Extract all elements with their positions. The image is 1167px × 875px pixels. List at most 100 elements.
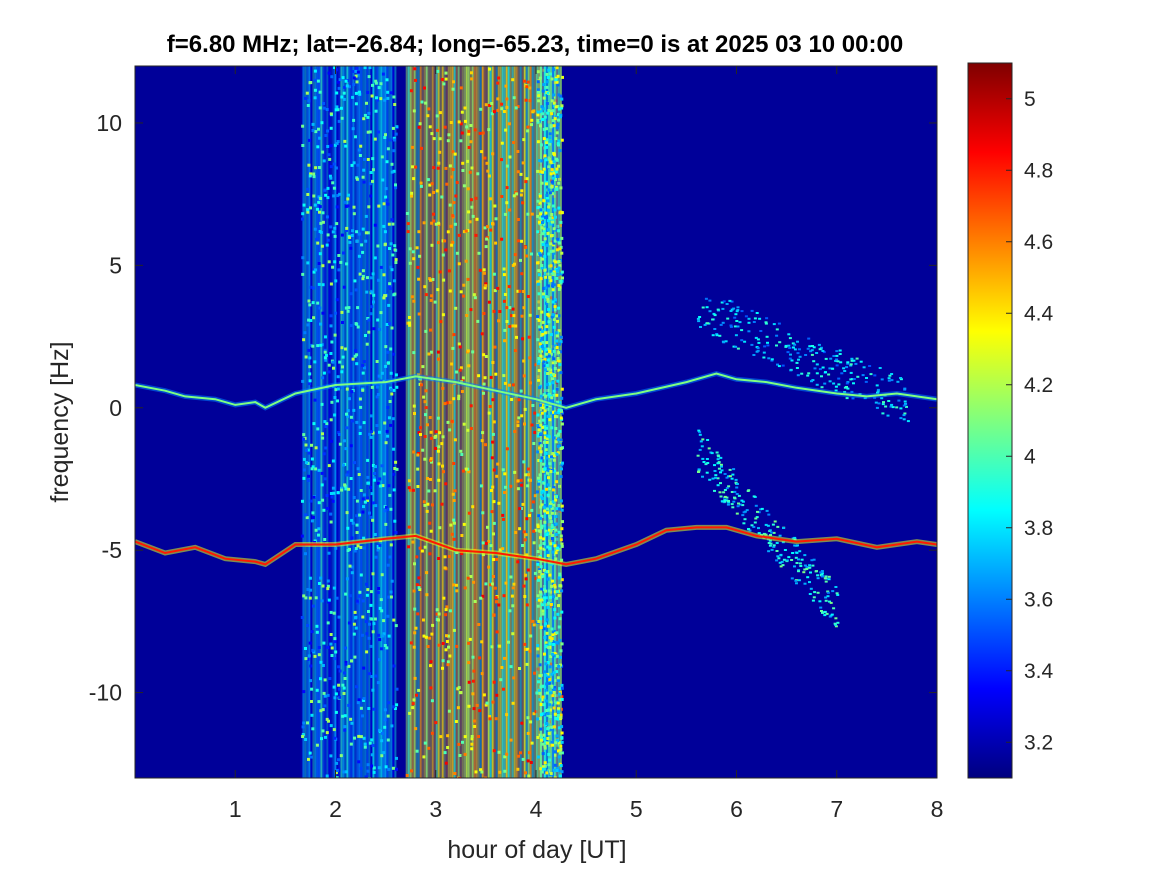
noise-band-1-speckle xyxy=(457,342,461,346)
noise-band-0-speckle xyxy=(390,388,393,392)
scatter-region-1-point xyxy=(716,462,720,465)
noise-band-2-speckle xyxy=(547,205,551,209)
noise-band-2-speckle xyxy=(544,641,548,645)
noise-band-0-speckle xyxy=(354,349,358,353)
noise-band-2-speckle xyxy=(540,514,544,518)
noise-band-1-speckle xyxy=(484,282,488,286)
noise-band-1-speckle xyxy=(446,746,450,749)
noise-band-1-speckle xyxy=(461,378,465,382)
noise-band-1-speckle xyxy=(408,323,412,327)
noise-band-1-speckle xyxy=(454,194,458,198)
noise-band-1-streak xyxy=(417,66,420,778)
noise-band-0-speckle xyxy=(318,205,322,209)
scatter-region-1-point xyxy=(716,454,720,457)
noise-band-0-speckle xyxy=(378,430,381,434)
noise-band-0-speckle xyxy=(340,310,344,314)
noise-band-0-speckle xyxy=(350,536,354,540)
noise-band-1-speckle xyxy=(519,478,523,482)
noise-band-0-speckle xyxy=(374,465,377,469)
scatter-region-0-point xyxy=(876,391,879,394)
noise-band-0-speckle xyxy=(367,707,371,710)
noise-band-2-speckle xyxy=(550,373,553,377)
noise-band-2-speckle xyxy=(541,170,544,174)
noise-band-2-speckle xyxy=(550,511,554,515)
noise-band-2-speckle xyxy=(551,743,555,747)
noise-band-2-speckle xyxy=(538,442,542,445)
noise-band-1-speckle xyxy=(474,233,478,237)
noise-band-0-speckle xyxy=(390,170,394,174)
noise-band-1-speckle xyxy=(497,76,501,80)
noise-band-1-speckle xyxy=(484,284,488,288)
noise-band-0-speckle xyxy=(372,622,376,626)
noise-band-1-speckle xyxy=(423,457,427,461)
noise-band-0-speckle xyxy=(346,409,350,413)
noise-band-2-speckle xyxy=(540,226,544,230)
noise-band-0-speckle xyxy=(333,637,337,641)
noise-band-1-speckle xyxy=(428,521,432,525)
noise-band-0-speckle xyxy=(342,285,346,289)
noise-band-2-speckle xyxy=(546,231,550,235)
noise-band-2-speckle xyxy=(540,411,544,415)
noise-band-0-speckle xyxy=(365,101,368,105)
noise-band-1-speckle xyxy=(437,449,440,453)
noise-band-2-speckle xyxy=(558,247,562,251)
scatter-region-1-point xyxy=(819,571,823,574)
noise-band-1-speckle xyxy=(458,345,462,349)
noise-band-2-speckle xyxy=(559,713,563,717)
noise-band-2-speckle xyxy=(548,132,552,136)
scatter-region-1-point xyxy=(735,493,739,495)
noise-band-1-speckle xyxy=(443,239,447,243)
noise-band-1-speckle xyxy=(520,721,524,725)
noise-band-0-speckle xyxy=(361,371,365,375)
noise-band-0-speckle xyxy=(394,183,397,187)
noise-band-2-speckle xyxy=(549,222,553,226)
noise-band-1-speckle xyxy=(488,405,492,408)
noise-band-0-speckle xyxy=(368,130,372,134)
noise-band-2-speckle xyxy=(555,131,559,135)
noise-band-2-speckle xyxy=(558,363,562,367)
noise-band-2-speckle xyxy=(541,770,545,774)
noise-band-0-speckle xyxy=(382,296,386,300)
noise-band-0-speckle xyxy=(391,126,395,130)
noise-band-0-speckle xyxy=(324,335,327,339)
noise-band-2-speckle xyxy=(543,467,547,471)
noise-band-2-speckle xyxy=(548,136,552,140)
noise-band-0-speckle xyxy=(303,331,307,335)
noise-band-2-speckle xyxy=(543,764,547,768)
noise-band-2-speckle xyxy=(547,435,551,439)
noise-band-2-speckle xyxy=(541,118,545,121)
noise-band-0-speckle xyxy=(342,91,346,95)
noise-band-1-speckle xyxy=(411,165,414,169)
noise-band-2-speckle xyxy=(543,596,546,600)
noise-band-1-speckle xyxy=(494,217,498,221)
noise-band-2-speckle xyxy=(537,318,541,322)
noise-band-2-speckle xyxy=(541,214,544,218)
noise-band-1-speckle xyxy=(466,349,470,353)
noise-band-0-speckle xyxy=(370,764,374,768)
noise-band-0-speckle xyxy=(317,533,320,537)
noise-band-2-speckle xyxy=(552,372,555,376)
noise-band-0-speckle xyxy=(388,285,392,289)
noise-band-0-speckle xyxy=(357,90,361,94)
noise-band-2-speckle xyxy=(545,533,549,537)
noise-band-1-speckle xyxy=(422,755,426,759)
scatter-region-0-point xyxy=(713,328,717,330)
scatter-region-0-point xyxy=(729,325,733,328)
noise-band-0-speckle xyxy=(359,766,363,770)
noise-band-2-speckle xyxy=(550,99,554,103)
noise-band-2-speckle xyxy=(555,66,559,70)
noise-band-2-speckle xyxy=(558,507,562,511)
scatter-region-0-point xyxy=(716,308,720,311)
scatter-region-0-point xyxy=(698,316,702,318)
noise-band-0-speckle xyxy=(384,765,388,769)
scatter-region-1-point xyxy=(722,491,726,494)
noise-band-1-speckle xyxy=(445,605,449,609)
noise-band-0-speckle xyxy=(374,555,378,559)
noise-band-1-speckle xyxy=(521,544,524,547)
noise-band-2-speckle xyxy=(543,600,547,603)
scatter-region-0-point xyxy=(796,374,800,377)
noise-band-1-speckle xyxy=(433,300,437,304)
scatter-region-0-point xyxy=(696,317,700,320)
noise-band-0-speckle xyxy=(337,86,341,90)
noise-band-0-speckle xyxy=(354,69,358,73)
